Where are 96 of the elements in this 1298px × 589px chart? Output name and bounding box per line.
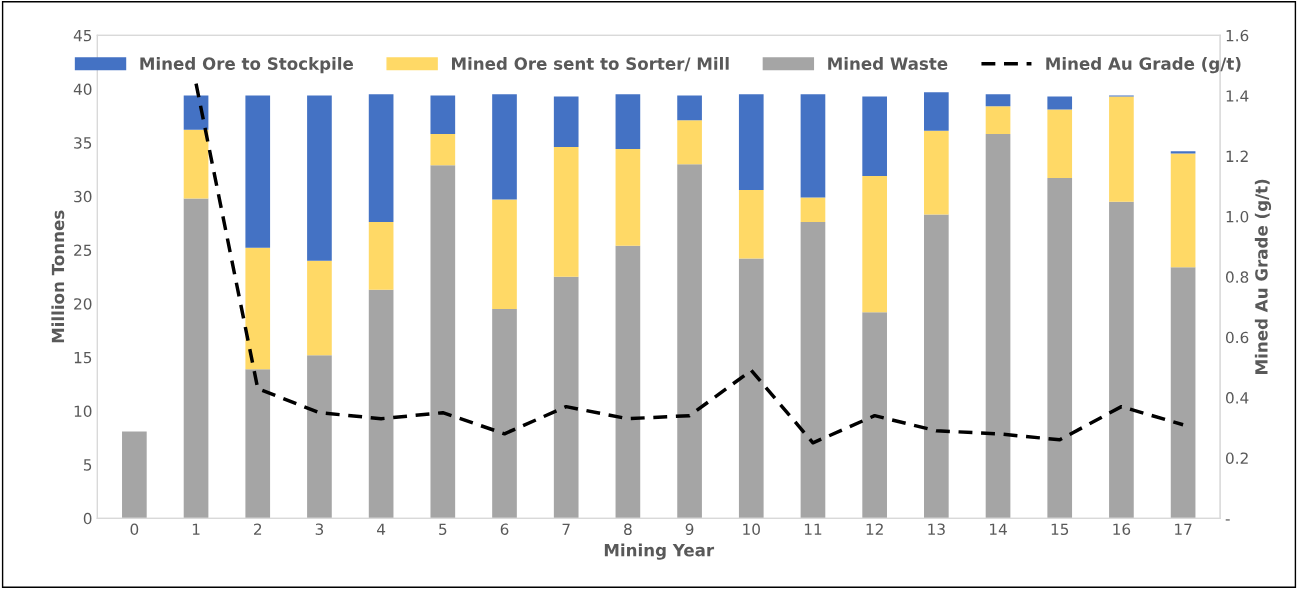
bar bbox=[862, 96, 887, 176]
bar bbox=[492, 199, 517, 310]
x-tick-label: 3 bbox=[315, 523, 324, 536]
y2-tick-label: 0.8 bbox=[1225, 271, 1249, 283]
y-tick-label: 25 bbox=[74, 244, 92, 257]
bar bbox=[245, 369, 271, 519]
y2-tick-label: 0.6 bbox=[1225, 331, 1249, 344]
y2-tick-label: 1.0 bbox=[1226, 210, 1249, 223]
y-axis-title: Million Tonnes bbox=[51, 210, 65, 343]
legend-label: Mined Ore to Stockpile bbox=[140, 57, 354, 74]
bar bbox=[985, 94, 1011, 107]
bar bbox=[122, 431, 147, 519]
bar bbox=[1109, 201, 1134, 519]
y2-tick-label: 1.2 bbox=[1226, 150, 1248, 162]
bar bbox=[677, 120, 702, 165]
y-tick-label: 30 bbox=[74, 190, 92, 203]
x-tick-label: 0 bbox=[130, 523, 139, 536]
bar bbox=[368, 222, 394, 290]
bar bbox=[1170, 153, 1196, 268]
bar bbox=[738, 94, 764, 190]
bar bbox=[430, 95, 456, 135]
x-tick-label: 15 bbox=[1051, 523, 1069, 536]
y-tick-label: 35 bbox=[74, 137, 92, 149]
bar bbox=[307, 95, 332, 261]
bar bbox=[1170, 267, 1196, 519]
bar bbox=[183, 129, 209, 199]
bar bbox=[800, 197, 826, 223]
bar bbox=[1170, 151, 1196, 154]
x-tick-label: 5 bbox=[439, 523, 447, 536]
bar bbox=[307, 260, 332, 356]
x-tick-label: 14 bbox=[989, 523, 1007, 535]
x-tick-label: 6 bbox=[500, 523, 509, 536]
bar bbox=[1047, 109, 1073, 179]
legend-label: Mined Au Grade (g/t) bbox=[1046, 57, 1241, 74]
y-tick-label: 40 bbox=[73, 83, 92, 96]
bar bbox=[924, 130, 949, 215]
bar bbox=[985, 134, 1011, 519]
bar bbox=[800, 222, 826, 519]
y-tick-label: 0 bbox=[83, 512, 92, 525]
bar bbox=[862, 175, 887, 313]
y2-tick-label: 1.4 bbox=[1226, 90, 1249, 102]
x-tick-label: 1 bbox=[192, 523, 200, 535]
bar bbox=[924, 92, 949, 131]
y2-tick-label: 0.2 bbox=[1225, 452, 1248, 464]
x-tick-label: 12 bbox=[866, 523, 883, 535]
bar bbox=[677, 95, 702, 121]
bar bbox=[1047, 96, 1073, 110]
y-tick-label: 20 bbox=[74, 298, 92, 310]
x-tick-label: 8 bbox=[624, 523, 632, 536]
y2-tick-label: - bbox=[1225, 519, 1230, 521]
bar bbox=[677, 164, 702, 519]
bar bbox=[553, 96, 579, 147]
x-tick-label: 9 bbox=[685, 523, 694, 536]
bar bbox=[862, 312, 887, 519]
bar bbox=[307, 355, 332, 519]
bar bbox=[430, 134, 456, 166]
bar bbox=[924, 214, 949, 519]
x-tick-label: 17 bbox=[1175, 523, 1192, 535]
x-tick-label: 7 bbox=[562, 523, 570, 535]
bar bbox=[245, 95, 271, 248]
x-tick-label: 10 bbox=[743, 523, 760, 536]
y2-tick-label: 0.4 bbox=[1225, 392, 1249, 404]
bar bbox=[368, 289, 394, 519]
legend-label: Mined Ore sent to Sorter/ Mill bbox=[452, 57, 729, 72]
x-tick-label: 13 bbox=[928, 523, 945, 536]
bar bbox=[245, 247, 271, 370]
bar bbox=[553, 146, 579, 277]
bar bbox=[553, 276, 579, 519]
y-tick-label: 10 bbox=[74, 405, 92, 418]
bar bbox=[615, 245, 641, 519]
y-tick-label: 15 bbox=[74, 351, 92, 364]
legend-label: Mined Waste bbox=[828, 57, 948, 70]
bar bbox=[492, 94, 517, 200]
bar bbox=[368, 94, 394, 223]
bar bbox=[183, 198, 209, 519]
y-tick-label: 5 bbox=[83, 459, 92, 471]
y2-tick-label: 1.6 bbox=[1226, 29, 1249, 42]
bar bbox=[985, 106, 1011, 135]
x-axis-title: Mining Year bbox=[604, 543, 715, 560]
bar bbox=[492, 309, 517, 519]
bar bbox=[615, 94, 641, 150]
bar bbox=[738, 189, 764, 259]
bar bbox=[800, 94, 826, 198]
x-tick-label: 4 bbox=[377, 523, 386, 535]
y-tick-label: 45 bbox=[73, 30, 92, 42]
y2-axis-title: Mined Au Grade (g/t) bbox=[1254, 179, 1272, 374]
bar bbox=[1109, 96, 1134, 202]
x-tick-label: 11 bbox=[804, 523, 822, 535]
x-tick-label: 16 bbox=[1113, 523, 1131, 536]
x-tick-label: 2 bbox=[254, 523, 262, 535]
bar bbox=[1047, 178, 1073, 519]
bar bbox=[183, 95, 209, 130]
bar bbox=[430, 165, 456, 519]
bar bbox=[738, 258, 764, 519]
bar bbox=[615, 149, 641, 246]
line-series bbox=[194, 81, 1185, 445]
